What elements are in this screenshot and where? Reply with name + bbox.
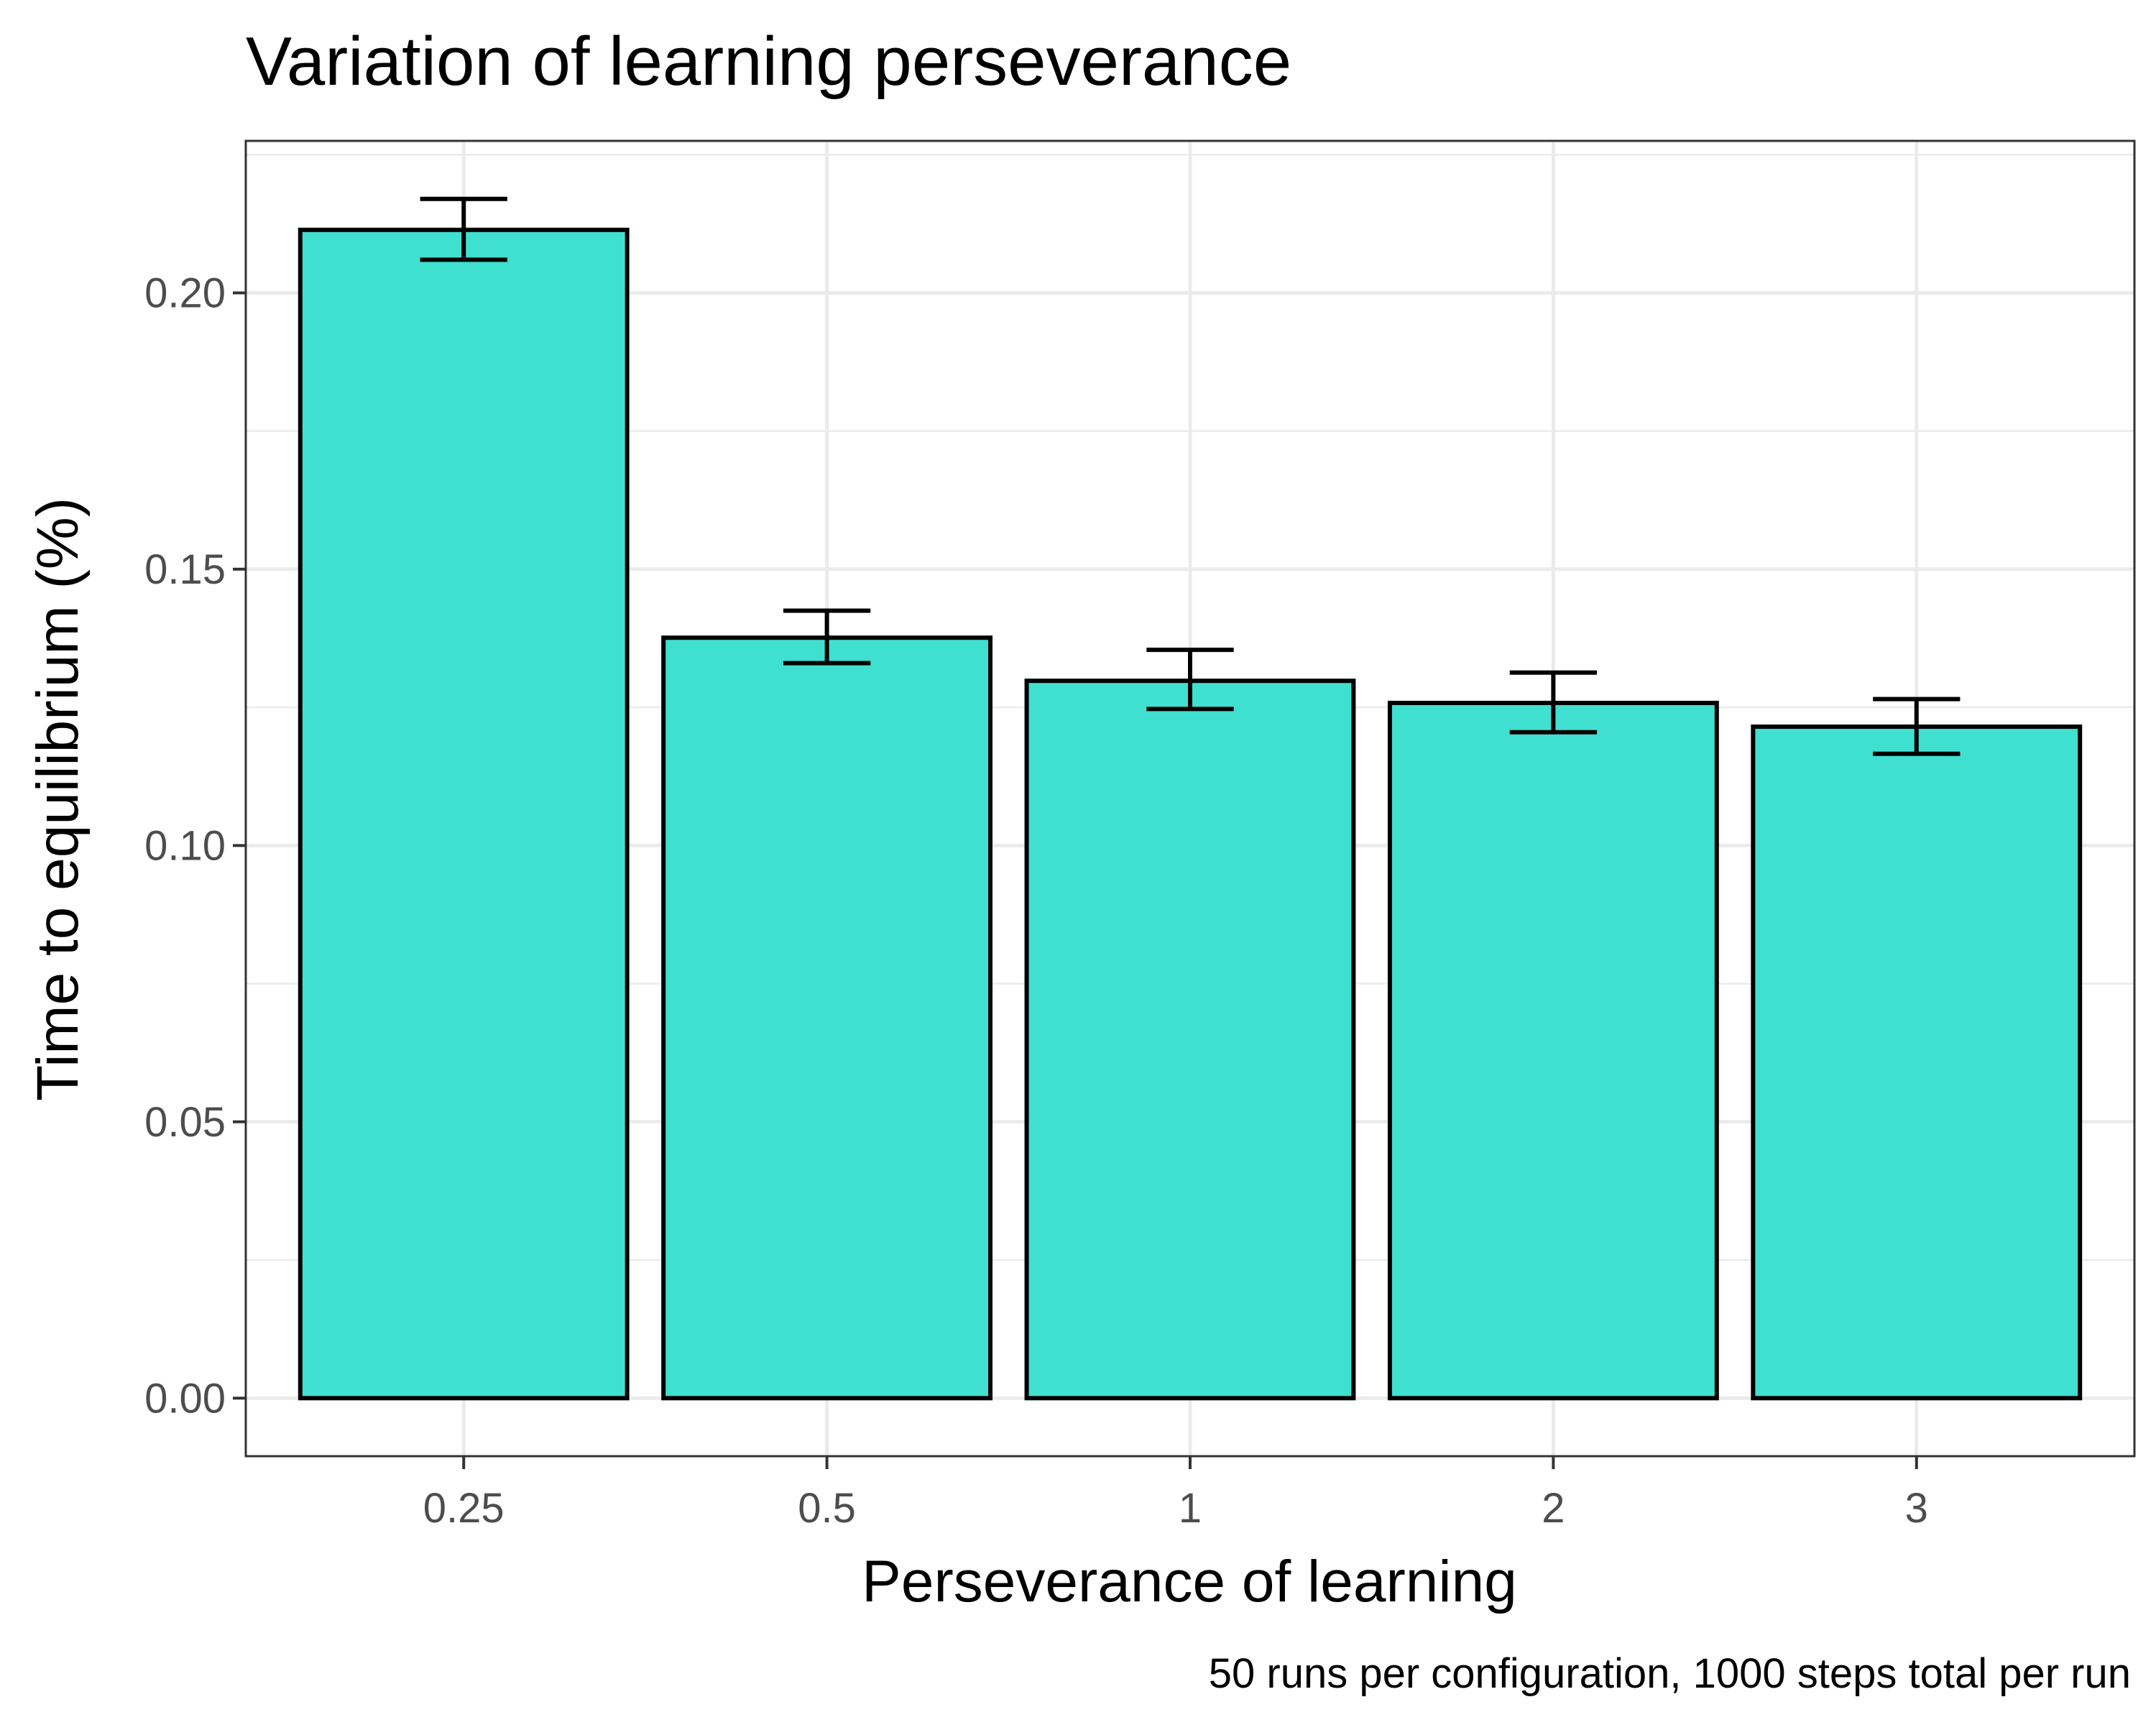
x-tick-label: 2	[1542, 1485, 1565, 1532]
x-tick-label: 0.25	[423, 1485, 505, 1532]
error-bars	[420, 196, 1961, 756]
chart-caption: 50 runs per configuration, 1000 steps to…	[1209, 1650, 2131, 1697]
y-tick-label: 0.00	[144, 1375, 226, 1422]
bar-3	[1751, 724, 2083, 1401]
bars	[298, 227, 2083, 1401]
y-axis: 0.00 0.05 0.10 0.15 0.20	[144, 270, 246, 1422]
x-axis: 0.25 0.5 1 2 3	[423, 1456, 1928, 1532]
x-tick-label: 3	[1905, 1485, 1928, 1532]
y-tick-label: 0.10	[144, 822, 226, 869]
y-tick-label: 0.20	[144, 270, 226, 316]
chart-title: Variation of learning perseverance	[246, 23, 1291, 100]
bar-0.5	[661, 635, 993, 1401]
y-axis-title: Time to equilibrium (%)	[25, 497, 91, 1101]
bar-1	[1024, 678, 1356, 1401]
x-tick-label: 1	[1179, 1485, 1202, 1532]
x-axis-title: Perseverance of learning	[862, 1549, 1517, 1614]
y-tick-label: 0.05	[144, 1099, 226, 1146]
bar-0.25	[298, 227, 630, 1401]
x-tick-label: 0.5	[798, 1485, 856, 1532]
bar-2	[1387, 700, 1719, 1401]
plot-panel	[244, 139, 2136, 1458]
y-tick-label: 0.15	[144, 546, 226, 593]
